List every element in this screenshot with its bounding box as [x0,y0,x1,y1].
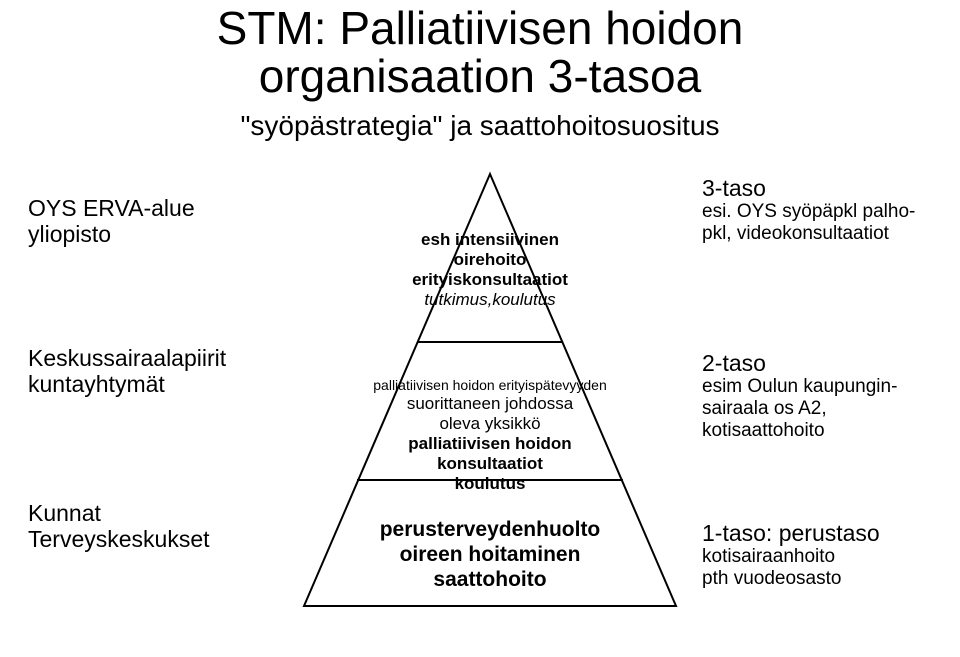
tier-text: saattohoito [300,568,680,593]
right-label-sub: kotisairaanhoito [702,546,947,568]
tier-text: esh intensiivinen [300,230,680,250]
left-label-text: Keskussairaalapiirit [28,345,283,371]
slide: STM: Palliatiivisen hoidon organisaation… [0,0,960,657]
title-line1: STM: Palliatiivisen hoidon [217,2,744,54]
left-label-text: Terveyskeskukset [28,526,283,552]
left-label-keskus: Keskussairaalapiirit kuntayhtymät [28,345,283,398]
left-label-erva: OYS ERVA-alue yliopisto [28,195,283,248]
tier-text: palliatiivisen hoidon erityispätevyyden [300,377,680,394]
right-label-head: 3-taso [702,175,947,201]
right-label-sub: pth vuodeosasto [702,568,947,590]
right-label-sub: esim Oulun kaupungin- [702,376,947,398]
slide-title: STM: Palliatiivisen hoidon organisaation… [0,4,960,101]
tier-text: erityiskonsultaatiot [300,270,680,290]
tier-text: suorittaneen johdossa [300,394,680,414]
title-line2: organisaation 3-tasoa [0,52,960,100]
pyramid-tier-top: esh intensiivinen oirehoito erityiskonsu… [300,230,680,310]
left-label-text: OYS ERVA-alue [28,195,283,221]
right-label-sub: esi. OYS syöpäpkl palho- [702,201,947,223]
right-label-1taso: 1-taso: perustaso kotisairaanhoito pth v… [702,520,947,590]
right-label-head: 1-taso: perustaso [702,520,947,546]
right-label-sub: pkl, videokonsultaatiot [702,223,947,245]
left-label-text: kuntayhtymät [28,371,283,397]
tier-text: koulutus [300,474,680,494]
right-label-3taso: 3-taso esi. OYS syöpäpkl palho- pkl, vid… [702,175,947,245]
pyramid-tier-bottom: perusterveydenhuolto oireen hoitaminen s… [300,518,680,592]
tier-text: oleva yksikkö [300,414,680,434]
tier-text: oirehoito [300,250,680,270]
left-label-kunnat: Kunnat Terveyskeskukset [28,500,283,553]
tier-text: perusterveydenhuolto [300,518,680,543]
right-label-head: 2-taso [702,350,947,376]
right-label-2taso: 2-taso esim Oulun kaupungin- sairaala os… [702,350,947,442]
right-label-sub: sairaala os A2, [702,398,947,420]
tier-text: oireen hoitaminen [300,543,680,568]
right-label-sub: kotisaattohoito [702,420,947,442]
tier-text: palliatiivisen hoidon [300,434,680,454]
tier-text: tutkimus,koulutus [300,290,680,310]
pyramid-diagram: esh intensiivinen oirehoito erityiskonsu… [300,170,680,610]
pyramid-tier-middle: palliatiivisen hoidon erityispätevyyden … [300,377,680,494]
left-label-text: yliopisto [28,221,283,247]
tier-text: konsultaatiot [300,454,680,474]
slide-subtitle: "syöpästrategia" ja saattohoitosuositus [0,110,960,142]
left-label-text: Kunnat [28,500,283,526]
